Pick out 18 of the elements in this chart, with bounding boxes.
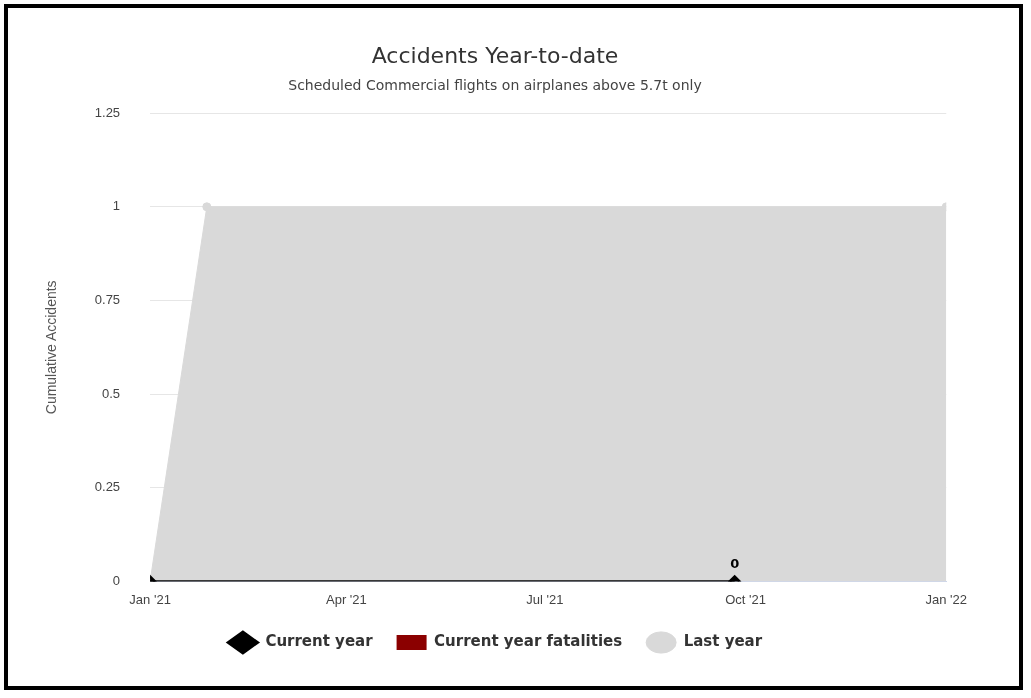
y-tick-label: 0 bbox=[112, 572, 121, 588]
y-axis-title: Cumulative Accidents bbox=[43, 280, 60, 415]
chart-subtitle: Scheduled Commercial flights on airplanes above 5.7t only bbox=[288, 77, 702, 94]
data-label: 0 bbox=[730, 556, 740, 572]
x-tick-label: Oct '21 bbox=[725, 591, 766, 607]
y-tick-label: 0.75 bbox=[94, 292, 121, 308]
legend-label: Current year fatalities bbox=[434, 632, 623, 651]
y-tick-label: 0.25 bbox=[94, 479, 121, 495]
y-tick-label: 1 bbox=[112, 198, 121, 214]
y-tick-label: 1.25 bbox=[94, 104, 121, 120]
x-tick-label: Jul '21 bbox=[526, 591, 564, 607]
x-tick-label: Jan '21 bbox=[129, 591, 171, 607]
x-tick-label: Jan '22 bbox=[925, 591, 967, 607]
x-tick-label: Apr '21 bbox=[326, 591, 367, 607]
legend-label: Current year bbox=[265, 632, 374, 651]
chart-title: Accidents Year-to-date bbox=[371, 42, 619, 68]
y-tick-label: 0.5 bbox=[102, 385, 121, 401]
legend-label: Last year bbox=[683, 632, 763, 651]
